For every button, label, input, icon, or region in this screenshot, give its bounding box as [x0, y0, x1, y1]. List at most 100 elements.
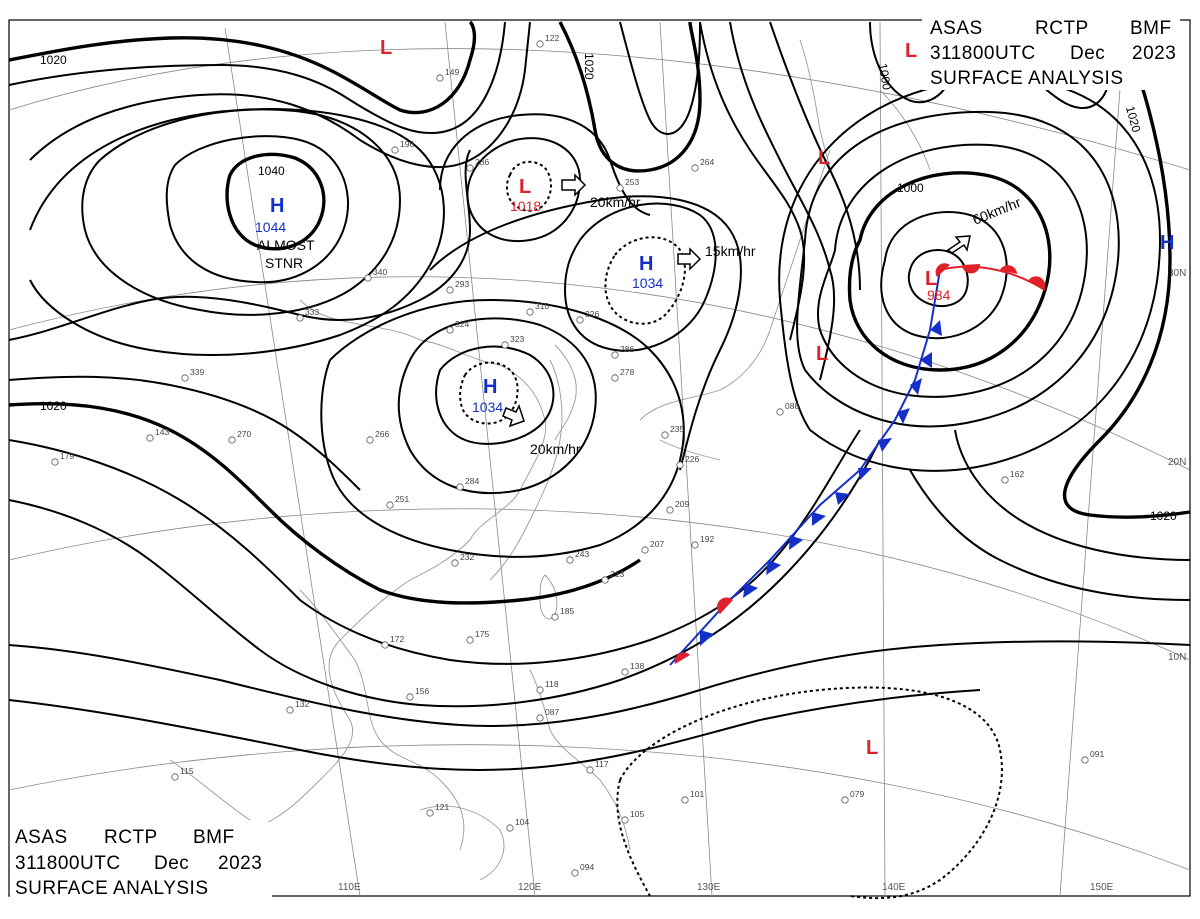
station-circle	[406, 693, 414, 701]
low-letter: L	[925, 268, 937, 290]
high-pressure-value: 1034	[472, 399, 503, 415]
station-circle	[501, 341, 509, 349]
station-plot: 094	[571, 862, 594, 877]
isobar-h1034e-dash	[604, 236, 686, 325]
station-pressure-label: 104	[515, 817, 529, 827]
header-bottom-left: ASAS RCTP BMF 311800UTC Dec 2023 SURFACE…	[10, 822, 272, 899]
station-pressure-label: 251	[395, 494, 409, 504]
lon-label-120e: 120E	[518, 882, 542, 893]
isobar-1000	[847, 171, 1052, 372]
isobar-1040	[225, 152, 326, 251]
station-plot: 270	[228, 429, 251, 444]
station-pressure-label: 162	[1010, 469, 1024, 479]
station-plot: 323	[501, 334, 524, 349]
isobar-s-3	[8, 640, 1191, 727]
station-pressure-label: 122	[545, 33, 559, 43]
low-letter: L	[380, 37, 392, 59]
station-pressure-label: 094	[580, 862, 594, 872]
cold-front-triangle	[835, 492, 850, 505]
station-pressure-label: 266	[375, 429, 389, 439]
station-circle	[641, 546, 649, 554]
station-pressure-label: 278	[620, 367, 634, 377]
station-pressure-label: 293	[455, 279, 469, 289]
station-pressure-label: 175	[475, 629, 489, 639]
pressure-systems: H 1044 ALMOST STNR L 1018 H 1034 H 1034 …	[255, 37, 1174, 759]
longitude-labels: 110E 120E 130E 140E 150E	[338, 882, 1114, 893]
cold-front-triangle	[897, 408, 910, 424]
station-plot: 324	[446, 319, 469, 334]
cold-front-triangle	[930, 320, 942, 336]
station-plot: 213	[601, 569, 624, 584]
station-plot: 293	[446, 279, 469, 294]
isobar-e-1	[954, 429, 1191, 561]
isobar-e-2	[909, 469, 1191, 601]
station-circle	[841, 796, 849, 804]
station-circle	[586, 766, 594, 774]
station-plot: 235	[661, 424, 684, 439]
high-pressure-value: 1034	[632, 275, 663, 291]
high-center-1034-west: H 1034	[472, 376, 503, 415]
station-pressure-label: 226	[685, 454, 699, 464]
station-pressure-label: 253	[625, 177, 639, 187]
station-plot: 326	[576, 309, 599, 324]
isobars	[8, 20, 1191, 900]
station-plot: 162	[1001, 469, 1024, 484]
station-pressure-label: 213	[610, 569, 624, 579]
motion-arrow-h1034-west: 20km/hr	[502, 404, 581, 457]
station-pressure-label: 156	[415, 686, 429, 696]
station-pressure-label: 079	[850, 789, 864, 799]
station-plot: 251	[386, 494, 409, 509]
low-center-984: L 984	[925, 268, 951, 303]
station-pressure-label: 310	[535, 301, 549, 311]
station-circle	[566, 556, 574, 564]
warm-front-semicircle	[935, 263, 950, 277]
station-pressure-label: 270	[237, 429, 251, 439]
station-pressure-label: 192	[700, 534, 714, 544]
station-circle	[436, 74, 444, 82]
meridian-110e	[224, 27, 361, 897]
station-circle	[466, 636, 474, 644]
station-circle	[456, 483, 464, 491]
isobar-ne-2	[729, 21, 836, 381]
station-circle	[571, 869, 579, 877]
station-plot: 278	[611, 367, 634, 382]
isobar-label-1020-ne: 1020	[1123, 104, 1144, 134]
station-circle	[51, 458, 59, 466]
header-code: BMF	[1130, 18, 1172, 39]
latitude-labels: 30N 20N 10N	[1168, 268, 1186, 663]
station-plot: 079	[841, 789, 864, 804]
station-plot: 105	[621, 809, 644, 824]
low-letter: L	[816, 343, 828, 365]
coast-sumatra	[169, 759, 251, 821]
isobar-label-1000-ne: 1000	[876, 62, 894, 91]
isobar-l984-4	[817, 143, 1088, 398]
station-pressure-label: 132	[295, 699, 309, 709]
graticule	[8, 21, 1191, 897]
station-plot: 284	[456, 476, 479, 491]
header-title: SURFACE ANALYSIS	[15, 878, 209, 899]
cold-front-triangle	[920, 352, 932, 368]
station-pressure-label: 324	[455, 319, 469, 329]
isobar-south-dash	[616, 686, 1003, 900]
station-pressure-label: 323	[510, 334, 524, 344]
station-circle	[446, 286, 454, 294]
station-pressure-label: 149	[445, 67, 459, 77]
cold-front-triangle	[910, 378, 922, 395]
isobar-w-6	[8, 375, 361, 491]
motion-speed-label: 20km/hr	[590, 194, 641, 210]
warm-front-semicircle	[1000, 265, 1017, 274]
station-plot: 118	[536, 679, 559, 694]
cold-front-triangle	[878, 438, 892, 452]
isobar-nw-2	[8, 21, 506, 135]
coast-asia-mainland	[249, 299, 547, 831]
lon-label-150e: 150E	[1090, 882, 1114, 893]
station-pressure-label: 207	[650, 539, 664, 549]
station-plot: 122	[536, 33, 559, 48]
station-circle	[1081, 756, 1089, 764]
station-plot: 339	[181, 367, 204, 382]
station-plot: 333	[296, 307, 319, 322]
station-pressure-label: 115	[180, 766, 194, 776]
station-pressure-label: 232	[460, 552, 474, 562]
station-pressure-label: 121	[435, 802, 449, 812]
